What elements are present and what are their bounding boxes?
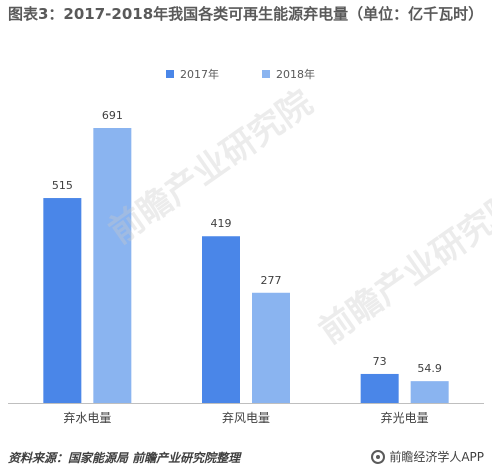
chart-title: 图表3：2017-2018年我国各类可再生能源弃电量（单位：亿千瓦时） — [8, 5, 484, 23]
data-label-2017-1: 419 — [211, 217, 232, 230]
brand-name: 前瞻经济学人APP — [389, 450, 484, 464]
brand-logo-icon — [371, 449, 386, 464]
bar-2018-0 — [93, 128, 132, 403]
brand: 前瞻经济学人APP — [371, 448, 484, 465]
legend: 2017年 2018年 — [0, 66, 492, 84]
x-tick-label-1: 弃风电量 — [222, 410, 270, 425]
data-label-2018-1: 277 — [261, 274, 282, 287]
legend-swatch-2017 — [166, 70, 174, 78]
x-tick-label-0: 弃水电量 — [63, 410, 111, 425]
source-note: 资料来源：国家能源局 前瞻产业研究院整理 — [8, 451, 241, 465]
legend-label-2017: 2017年 — [180, 68, 219, 81]
bar-2018-2 — [410, 381, 449, 403]
data-label-2017-0: 515 — [52, 179, 73, 192]
legend-item-2018: 2018年 — [262, 66, 315, 82]
x-tick-label-2: 弃光电量 — [381, 410, 429, 425]
bar-2017-1 — [202, 236, 240, 403]
legend-swatch-2018 — [262, 70, 270, 78]
data-label-2017-2: 73 — [373, 355, 387, 368]
data-label-2018-2: 54.9 — [417, 362, 442, 375]
data-label-2018-0: 691 — [102, 109, 123, 122]
legend-label-2018: 2018年 — [276, 68, 315, 81]
bar-2018-1 — [252, 292, 290, 403]
legend-item-2017: 2017年 — [166, 66, 219, 82]
bar-2017-0 — [43, 198, 82, 403]
bar-2017-2 — [360, 373, 399, 403]
